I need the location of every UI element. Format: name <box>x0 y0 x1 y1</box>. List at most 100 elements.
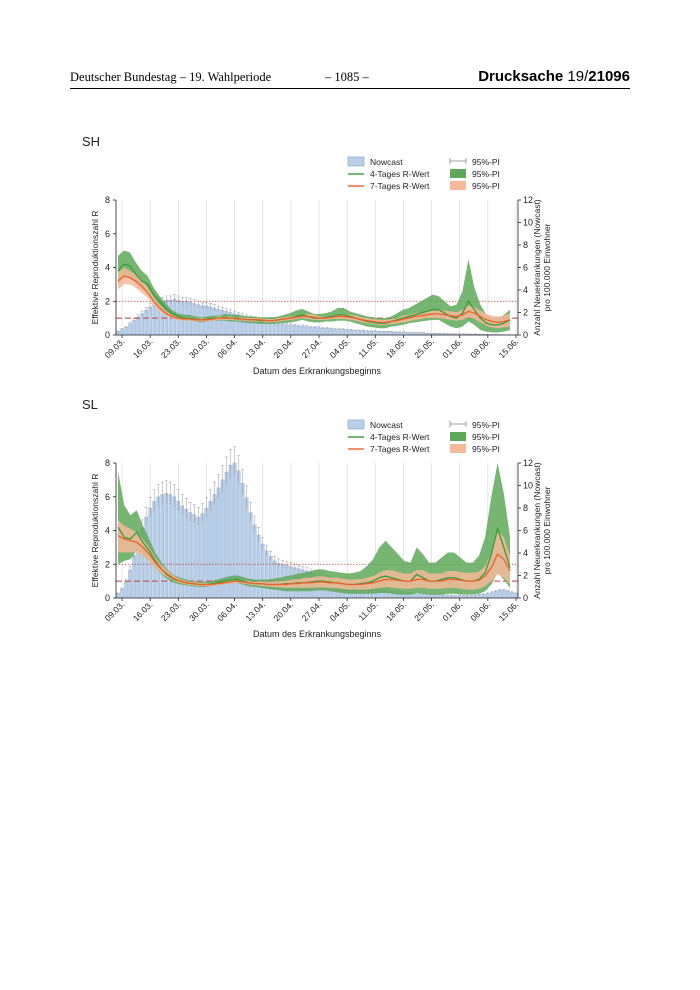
nowcast-bar <box>289 324 293 336</box>
chart-sh: SH Nowcast 4-Tages R-Wert 7-Tages R-Wert 95%… <box>82 134 552 376</box>
x-tick-label: 11.05. <box>356 599 379 622</box>
y-right-tick-label: 2 <box>523 571 528 581</box>
nowcast-errorbar <box>369 330 373 332</box>
nowcast-bar <box>433 594 438 599</box>
nowcast-errorbar <box>184 498 188 519</box>
nowcast-errorbar <box>249 501 253 522</box>
nowcast-errorbar <box>301 566 305 573</box>
nowcast-bar <box>301 325 305 336</box>
nowcast-bar <box>144 310 148 336</box>
nowcast-errorbar <box>297 564 301 572</box>
nowcast-bar <box>502 589 506 599</box>
nowcast-bar <box>353 330 357 336</box>
legend-errorbar-label: 95%-PI <box>472 157 500 167</box>
legend-nowcast-swatch <box>347 419 365 430</box>
x-tick-label: 27.04. <box>300 336 324 360</box>
nowcast-bar <box>132 320 136 336</box>
nowcast-bar <box>156 496 160 599</box>
x-tick-label: 16.03. <box>131 336 155 360</box>
nowcast-errorbar <box>349 329 353 331</box>
nowcast-errorbar <box>373 330 377 332</box>
y-left-tick-label: 8 <box>105 195 110 205</box>
y-right-tick-label: 12 <box>523 195 533 205</box>
nowcast-errorbar <box>144 507 148 526</box>
nowcast-errorbar <box>361 329 365 331</box>
nowcast-errorbar <box>353 329 357 331</box>
nowcast-errorbar <box>164 295 168 304</box>
y-left-axis-label: Effektive Reproduktionszahl R <box>90 474 100 588</box>
nowcast-errorbar <box>289 323 293 326</box>
nowcast-bar <box>164 493 169 599</box>
nowcast-errorbar <box>168 295 172 304</box>
nowcast-errorbar <box>257 527 261 542</box>
nowcast-errorbar <box>478 593 482 595</box>
y-right-tick-label: 0 <box>523 330 528 340</box>
nowcast-bar <box>281 324 285 336</box>
nowcast-bar <box>120 329 124 336</box>
y-right-tick-label: 2 <box>523 308 528 318</box>
r7-line <box>117 534 511 586</box>
x-tick-label: 15.06. <box>497 599 521 623</box>
nowcast-errorbar <box>225 456 229 485</box>
nowcast-bar <box>389 331 394 336</box>
nowcast-bar <box>425 593 430 599</box>
nowcast-errorbar <box>265 544 269 556</box>
nowcast-bar <box>160 494 164 599</box>
nowcast-errorbar <box>301 324 305 327</box>
nowcast-errorbar <box>116 592 120 594</box>
header-doc-label: Drucksache <box>478 68 564 85</box>
nowcast-bar <box>116 331 120 336</box>
nowcast-bar <box>321 328 325 336</box>
nowcast-errorbar <box>140 310 144 316</box>
legend-nowcast-swatch <box>347 156 365 167</box>
nowcast-errorbar <box>188 501 192 522</box>
nowcast-errorbar <box>506 590 510 592</box>
y-left-tick-label: 2 <box>105 559 110 569</box>
nowcast-errorbar <box>221 307 225 313</box>
x-tick-label: 15.06. <box>497 336 521 360</box>
nowcast-bar <box>329 328 333 336</box>
nowcast-bar <box>285 324 289 336</box>
nowcast-errorbar <box>313 325 317 328</box>
nowcast-errorbar <box>152 489 156 511</box>
x-tick-label: 11.05. <box>356 336 379 359</box>
nowcast-errorbar <box>188 298 192 306</box>
nowcast-errorbar <box>120 328 124 330</box>
header-page-number: – 1085 – <box>325 70 369 84</box>
x-tick-label: 01.06. <box>440 599 464 623</box>
x-tick-label: 25.05. <box>412 336 436 360</box>
nowcast-errorbar <box>180 494 184 515</box>
nowcast-errorbar <box>128 566 132 573</box>
nowcast-bar <box>132 555 136 599</box>
chart-title: SH <box>82 134 100 149</box>
nowcast-bar <box>337 329 341 336</box>
nowcast-errorbar <box>401 331 405 333</box>
header-doc-prefix: 19/ <box>567 68 589 85</box>
legend-r7-label: 7-Tages R-Wert <box>370 181 430 191</box>
nowcast-bar <box>486 593 490 599</box>
nowcast-bar <box>341 329 345 336</box>
nowcast-errorbar <box>261 537 265 550</box>
nowcast-bar <box>124 580 128 599</box>
nowcast-bar <box>309 326 313 336</box>
nowcast-bar <box>325 328 329 336</box>
x-tick-label: 01.06. <box>440 336 464 360</box>
y-right-tick-label: 12 <box>523 458 533 468</box>
r7-confidence-band <box>118 520 511 590</box>
x-tick-label: 13.04. <box>243 599 267 623</box>
nowcast-bar <box>128 323 132 336</box>
nowcast-bar <box>120 588 124 599</box>
x-tick-label: 08.06. <box>468 599 492 623</box>
nowcast-errorbar <box>245 485 249 508</box>
nowcast-errorbar <box>273 556 277 565</box>
nowcast-errorbar <box>192 299 196 307</box>
nowcast-errorbar <box>269 551 273 561</box>
legend-r4-band-label: 95%-PI <box>472 169 500 179</box>
y-right-tick-label: 6 <box>523 263 528 273</box>
header-publication: Deutscher Bundestag – 19. Wahlperiode <box>70 70 272 84</box>
x-tick-label: 23.03. <box>159 599 183 623</box>
x-tick-label: 30.03. <box>187 336 211 360</box>
nowcast-errorbar <box>160 481 164 505</box>
nowcast-bar <box>345 329 349 336</box>
nowcast-errorbar <box>124 325 128 328</box>
